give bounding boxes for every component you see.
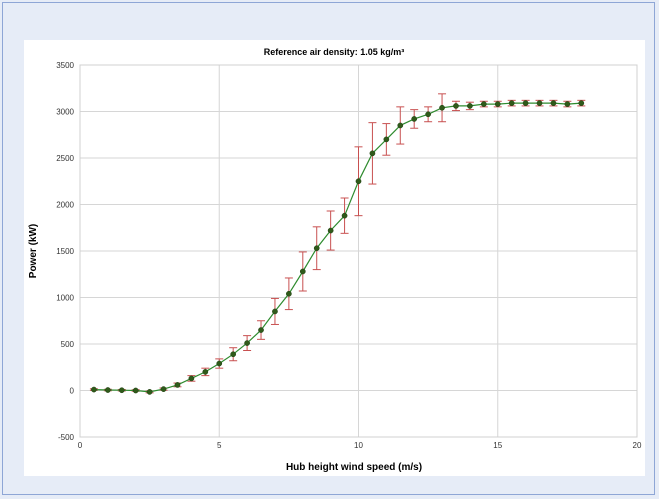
data-point: [188, 375, 195, 382]
y-tick-label: 3500: [56, 61, 74, 70]
data-point: [439, 104, 445, 111]
y-tick-label: 1000: [56, 294, 74, 303]
data-point: [341, 212, 348, 219]
y-tick-label: 3000: [56, 108, 74, 117]
data-point: [522, 100, 529, 106]
data-point: [550, 100, 557, 106]
data-point: [105, 387, 111, 393]
data-point: [564, 101, 571, 107]
data-point: [411, 116, 418, 122]
power-curve-line: [93, 102, 582, 393]
x-tick-label: 15: [493, 441, 502, 450]
data-point: [480, 101, 487, 107]
data-point: [355, 178, 362, 185]
data-point: [174, 382, 181, 388]
x-tick-label: 20: [633, 441, 642, 450]
x-axis-title: Hub height wind speed (m/s): [286, 462, 422, 473]
data-point: [230, 351, 237, 358]
y-tick-label: 1500: [56, 247, 74, 256]
data-point: [272, 308, 278, 315]
data-point: [258, 327, 264, 333]
data-point: [383, 136, 390, 143]
data-point: [578, 100, 585, 106]
y-tick-label: 2000: [56, 201, 74, 210]
grid-lines: [79, 64, 638, 438]
chart-panel: -500 0 500 1000 1500 2000 2500 3000 3500 0 5 10 15 2…: [24, 40, 645, 476]
data-point: [160, 386, 167, 392]
data-point: [369, 150, 376, 157]
data-point: [397, 122, 404, 129]
y-tick-label: -500: [58, 433, 75, 442]
data-point: [494, 101, 501, 107]
data-point: [202, 369, 209, 375]
chart-title: Reference air density: 1.05 kg/m³: [264, 47, 405, 57]
data-point: [216, 360, 223, 367]
data-point: [453, 103, 459, 109]
data-point: [299, 268, 306, 275]
data-point: [91, 386, 97, 393]
data-point: [118, 387, 125, 394]
x-tick-labels: 0 5 10 15 20: [78, 441, 642, 450]
y-axis-title: Power (kW): [28, 224, 39, 278]
x-tick-label: 0: [78, 441, 83, 450]
data-point: [327, 227, 334, 234]
data-point: [244, 340, 250, 346]
x-tick-label: 5: [217, 441, 222, 450]
data-point: [536, 100, 543, 106]
x-tick-label: 10: [354, 441, 363, 450]
y-tick-label: 0: [70, 387, 75, 396]
data-point: [146, 389, 153, 395]
y-tick-label: 500: [61, 340, 75, 349]
data-point: [132, 387, 139, 394]
y-tick-label: 2500: [56, 154, 74, 163]
data-point: [425, 111, 431, 118]
data-point: [286, 290, 292, 297]
data-point: [467, 103, 473, 109]
data-point: [313, 245, 320, 252]
data-point: [508, 100, 515, 106]
error-bars: [89, 93, 586, 394]
plot-area-border: [79, 64, 638, 438]
data-points: [91, 100, 585, 395]
y-tick-labels: -500 0 500 1000 1500 2000 2500 3000 3500: [56, 61, 74, 442]
